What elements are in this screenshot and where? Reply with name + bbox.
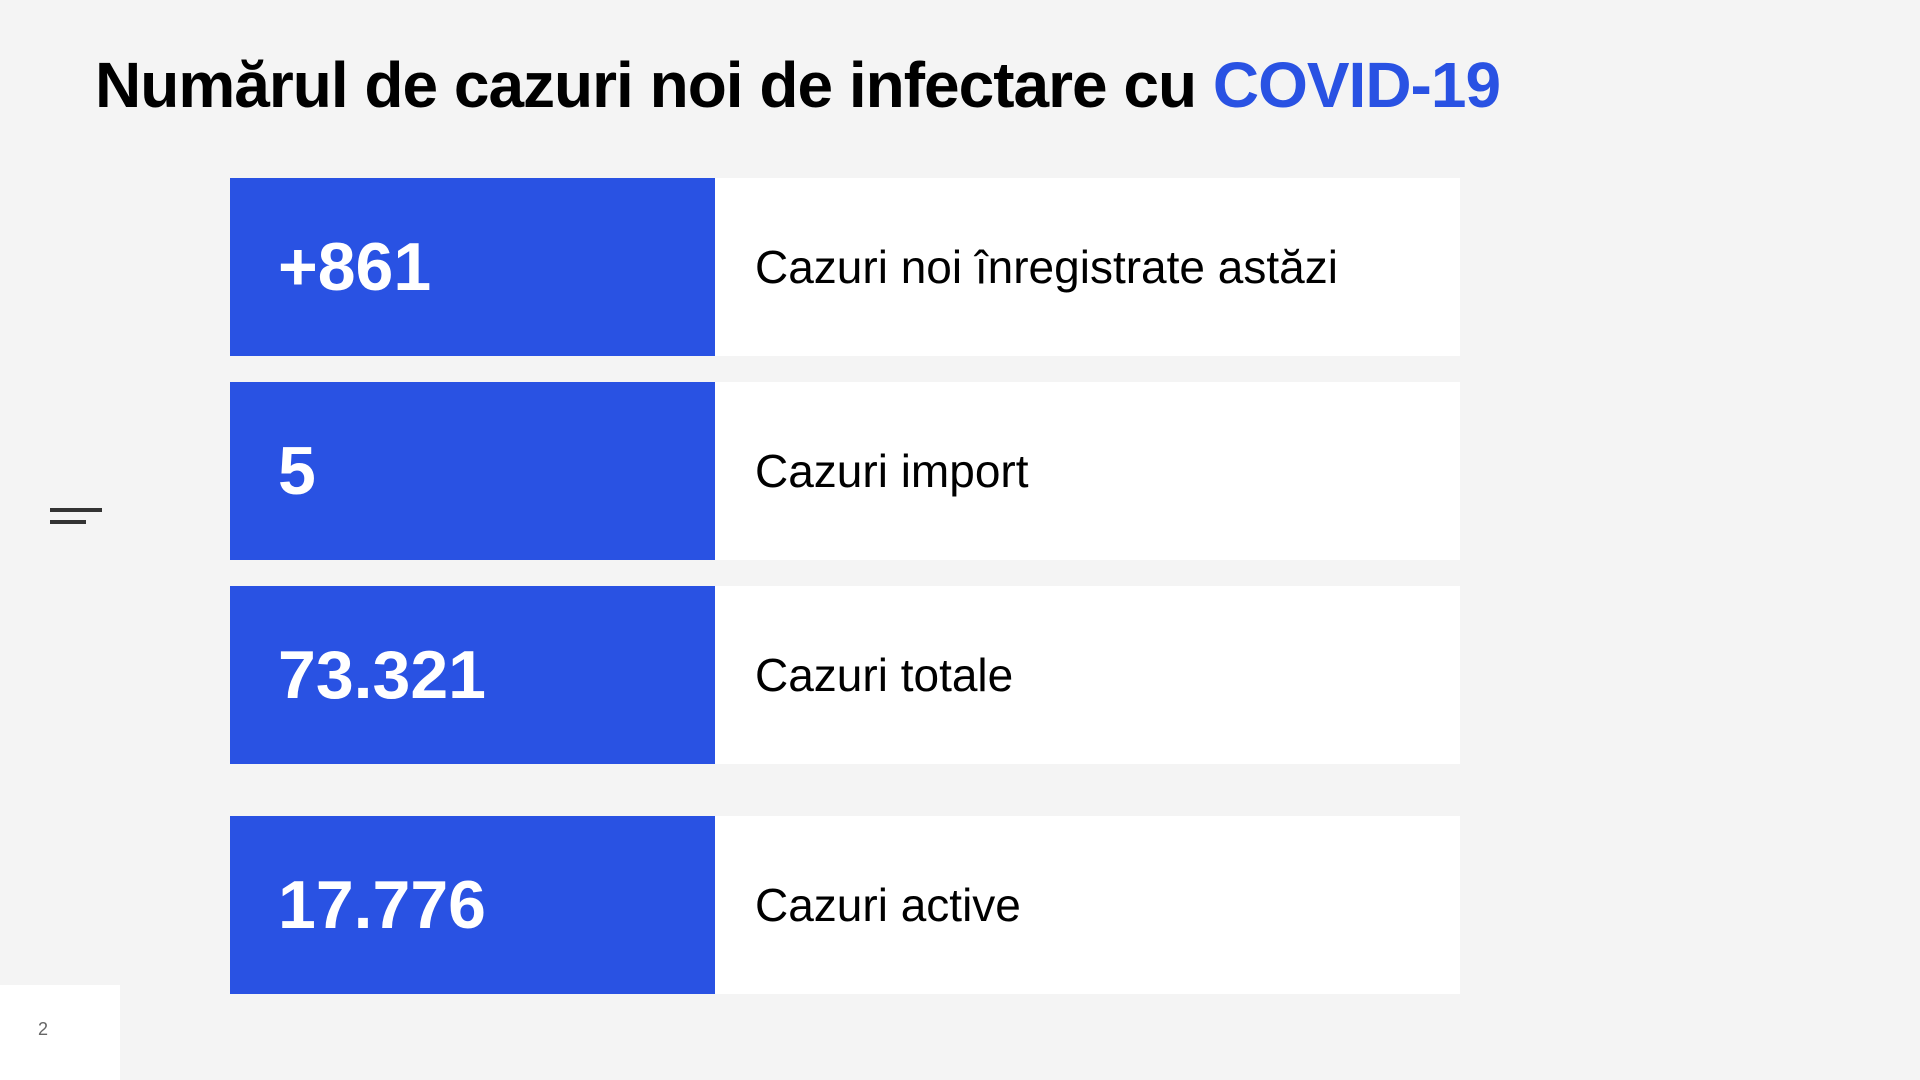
stat-row: +861 Cazuri noi înregistrate astăzi xyxy=(230,178,1460,356)
title-highlight: COVID-19 xyxy=(1213,49,1500,121)
page-number: 2 xyxy=(38,1019,48,1040)
corner-decoration xyxy=(0,985,120,1080)
stat-label-box: Cazuri totale xyxy=(715,586,1460,764)
stat-value-box: 5 xyxy=(230,382,715,560)
stat-label: Cazuri totale xyxy=(755,648,1013,702)
stat-label-box: Cazuri import xyxy=(715,382,1460,560)
stat-value: +861 xyxy=(278,228,431,306)
title-container: Numărul de cazuri noi de infectare cu CO… xyxy=(95,48,1860,122)
stat-label-box: Cazuri noi înregistrate astăzi xyxy=(715,178,1460,356)
stat-label: Cazuri noi înregistrate astăzi xyxy=(755,240,1338,294)
stat-value-box: 17.776 xyxy=(230,816,715,994)
stat-value: 73.321 xyxy=(278,636,486,714)
stat-row: 73.321 Cazuri totale xyxy=(230,586,1460,764)
stat-label: Cazuri import xyxy=(755,444,1029,498)
stat-value: 5 xyxy=(278,432,316,510)
stat-row: 17.776 Cazuri active xyxy=(230,816,1460,994)
stat-value-box: +861 xyxy=(230,178,715,356)
stat-value: 17.776 xyxy=(278,866,486,944)
stat-row: 5 Cazuri import xyxy=(230,382,1460,560)
stats-container: +861 Cazuri noi înregistrate astăzi 5 Ca… xyxy=(230,178,1460,994)
stat-value-box: 73.321 xyxy=(230,586,715,764)
page-title: Numărul de cazuri noi de infectare cu CO… xyxy=(95,48,1860,122)
title-prefix: Numărul de cazuri noi de infectare cu xyxy=(95,49,1213,121)
side-marker-icon xyxy=(50,508,102,524)
stat-label: Cazuri active xyxy=(755,878,1021,932)
stat-label-box: Cazuri active xyxy=(715,816,1460,994)
